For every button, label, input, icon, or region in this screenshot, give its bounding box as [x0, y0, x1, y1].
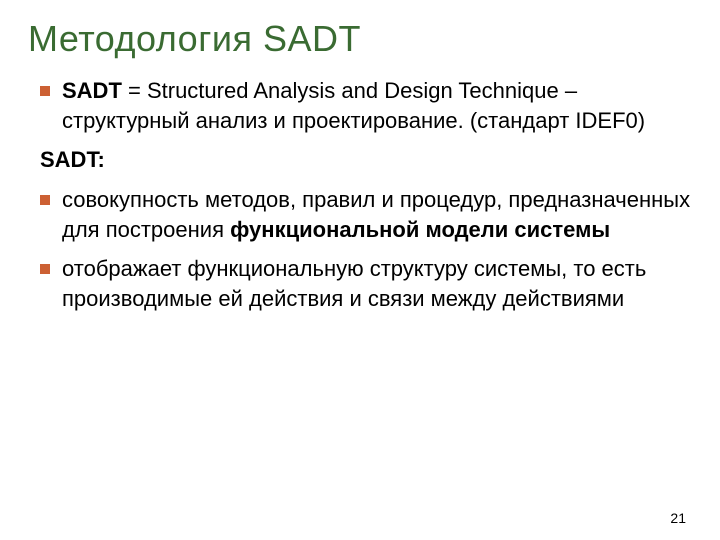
bullet-text: SADT = Structured Analysis and Design Te… — [62, 76, 692, 135]
bold-tail: функциональной модели системы — [230, 217, 610, 242]
bold-lead: SADT — [62, 78, 122, 103]
slide-container: Методология SADT SADT = Structured Analy… — [0, 0, 720, 540]
square-bullet-icon — [40, 86, 50, 96]
square-bullet-icon — [40, 264, 50, 274]
bullet-item: SADT = Structured Analysis and Design Te… — [34, 76, 692, 135]
slide-title: Методология SADT — [28, 18, 692, 60]
mid-text: отображает функциональную структуру сист… — [62, 256, 646, 311]
bullet-text: отображает функциональную структуру сист… — [62, 254, 692, 313]
mid-text: = Structured Analysis and Design Techniq… — [62, 78, 645, 133]
bullet-item: совокупность методов, правил и процедур,… — [34, 185, 692, 244]
slide-content: SADT = Structured Analysis and Design Te… — [28, 76, 692, 314]
sub-heading: SADT: — [40, 145, 692, 175]
bullet-text: совокупность методов, правил и процедур,… — [62, 185, 692, 244]
bullet-item: отображает функциональную структуру сист… — [34, 254, 692, 313]
page-number: 21 — [670, 510, 686, 526]
square-bullet-icon — [40, 195, 50, 205]
